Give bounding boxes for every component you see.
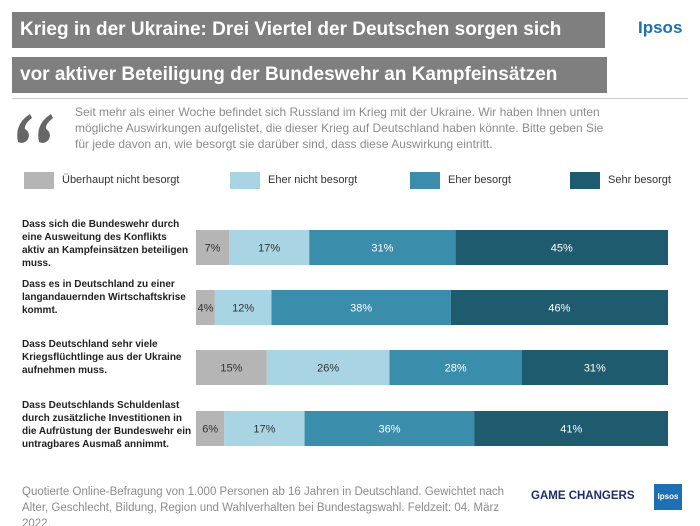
bar-segment (196, 350, 267, 385)
legend-swatch (570, 172, 600, 189)
value-label: 17% (253, 423, 275, 435)
logo: Ipsos (638, 18, 683, 37)
bar-segment (271, 290, 451, 325)
bar-segment (474, 411, 668, 446)
bar-segment (455, 230, 668, 265)
category-label: Dass Deutschlands Schuldenlast durch zus… (22, 400, 192, 450)
value-label: 6% (202, 423, 218, 435)
bar-segment (196, 411, 225, 446)
bar-segment (224, 411, 305, 446)
category-label: Dass es in Deutschland zu einer langanda… (22, 279, 186, 316)
value-label: 12% (232, 302, 254, 314)
legend-label: Eher nicht besorgt (268, 174, 358, 186)
title-line: Krieg in der Ukraine: Drei Viertel der D… (12, 12, 605, 48)
value-label: 26% (317, 362, 339, 374)
value-label: 28% (445, 362, 467, 374)
bar-segment (389, 350, 522, 385)
bar-segment (309, 230, 456, 265)
legend-label: Überhaupt nicht besorgt (62, 174, 180, 186)
quote-icon (17, 114, 53, 143)
value-label: 4% (197, 302, 213, 314)
legend-swatch (230, 172, 260, 189)
question: Seit mehr als einer Woche befindet sich … (75, 105, 604, 151)
bar-segment (229, 230, 310, 265)
value-label: 15% (220, 362, 242, 374)
bar-segment (196, 290, 215, 325)
bar-segment (450, 290, 668, 325)
value-label: 45% (551, 242, 573, 254)
category-label: Dass Deutschland sehr viele Kriegsflücht… (22, 339, 182, 376)
bar-segment (304, 411, 475, 446)
value-label: 31% (371, 242, 393, 254)
category-label: Dass sich die Bundeswehr durch eine Ausw… (22, 219, 189, 269)
tagline: GAME CHANGERS (531, 490, 635, 502)
bar-segment (521, 350, 668, 385)
value-label: 46% (548, 302, 570, 314)
legend-swatch (410, 172, 440, 189)
value-label: 38% (350, 302, 372, 314)
divider (12, 98, 688, 99)
value-label: 36% (379, 423, 401, 435)
value-label: 7% (205, 242, 221, 254)
value-label: 17% (258, 242, 280, 254)
legend-swatch (24, 172, 54, 189)
title-line: vor aktiver Beteiligung der Bundeswehr a… (12, 57, 607, 93)
legend-label: Eher besorgt (448, 174, 511, 186)
footnote: Quotierte Online-Befragung von 1.000 Per… (22, 486, 505, 526)
legend-label: Sehr besorgt (608, 174, 671, 186)
bar-segment (214, 290, 272, 325)
bar-segment (196, 230, 230, 265)
bar-segment (266, 350, 390, 385)
value-label: 41% (560, 423, 582, 435)
small-logo: Ipsos (654, 484, 682, 510)
value-label: 31% (584, 362, 606, 374)
